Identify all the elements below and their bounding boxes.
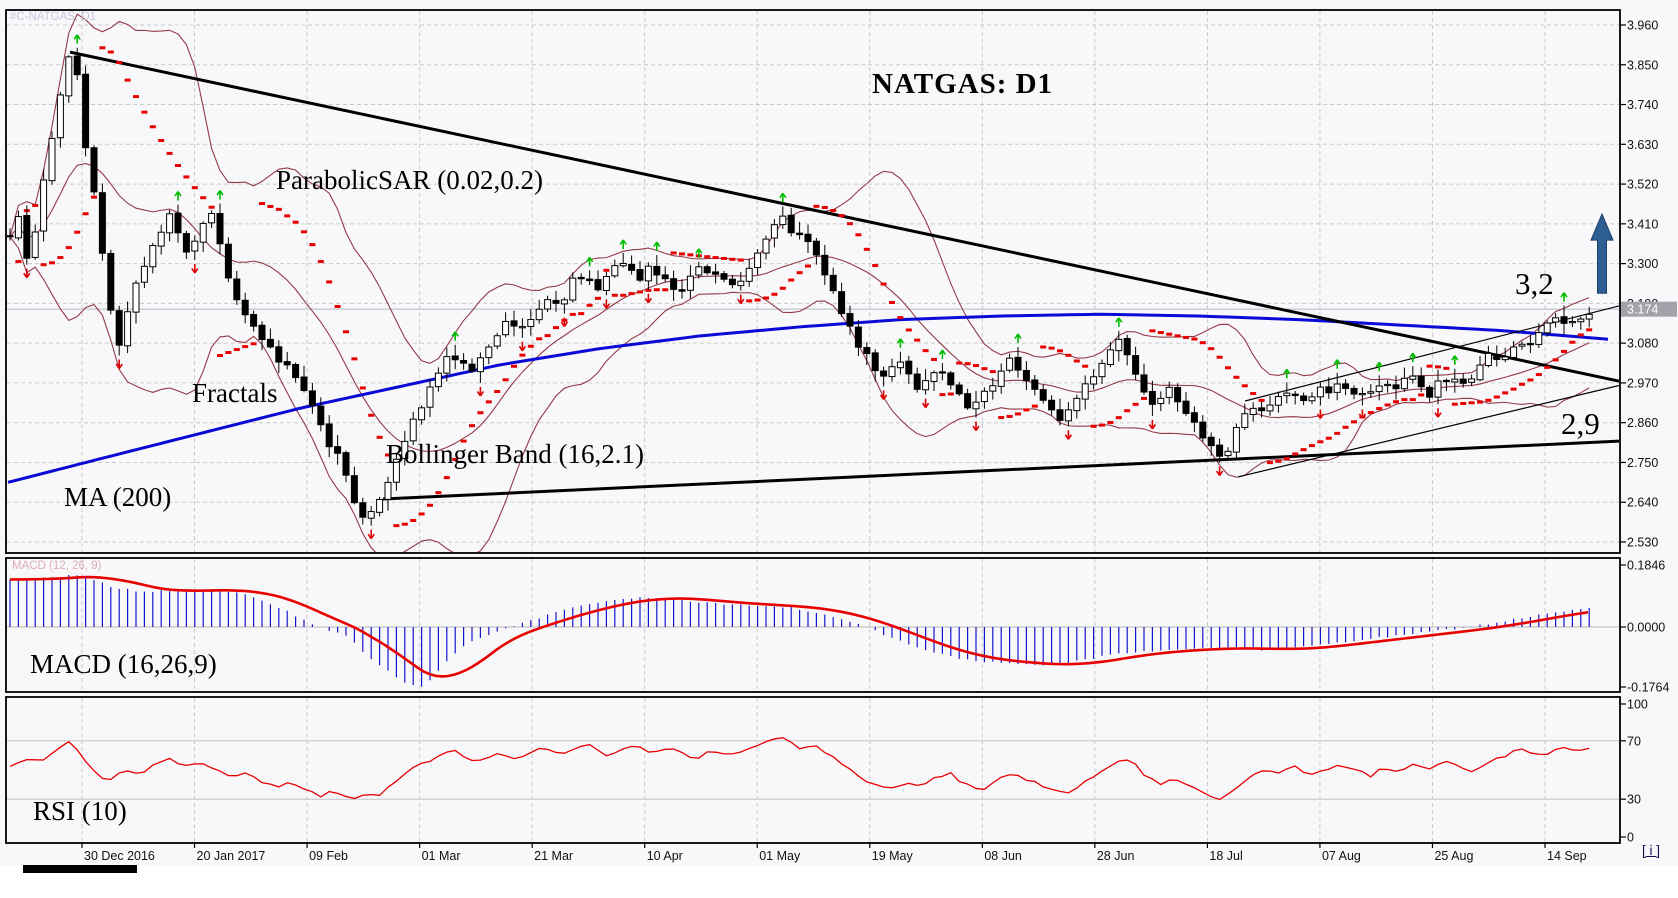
date-axis: 30 Dec 2016 20 Jan 2017 09 Feb 01 Mar 21 Mar…	[81, 843, 1587, 863]
price-tick-label: 2.860	[1627, 416, 1658, 430]
price-tick-label: 2.530	[1627, 535, 1658, 549]
price-tick-label: 2.640	[1627, 496, 1658, 510]
chart-background	[0, 0, 1678, 865]
indicator-axes: 0.1846 0.0000 -0.1764 100 70 30 0	[1627, 559, 1669, 845]
panel-frames	[5, 9, 1621, 844]
rsi-line	[9, 737, 1590, 801]
price-tick-label: 3.410	[1627, 217, 1658, 231]
bollinger-bands	[9, 13, 1590, 552]
rsi-axis-label: 0	[1627, 831, 1634, 845]
current-price-tag: 3.174	[1627, 303, 1658, 317]
chart-title: NATGAS: D1	[872, 68, 1054, 100]
macd-axis-label: 0.1846	[1627, 559, 1665, 573]
date-tick-label: 01 May	[759, 849, 801, 863]
date-tick-label: 30 Dec 2016	[84, 849, 155, 863]
date-tick-label: 01 Mar	[422, 849, 461, 863]
macd-axis-label: -0.1764	[1627, 681, 1669, 695]
macd-histogram	[9, 574, 1590, 687]
price-tick-label: 3.300	[1627, 257, 1658, 271]
ma200-label: MA (200)	[64, 482, 172, 512]
bollinger-band-label: Bollinger Band (16,2.1)	[386, 439, 644, 469]
price-tick-label: 3.080	[1627, 337, 1658, 351]
date-tick-label: 14 Sep	[1547, 849, 1587, 863]
rsi-axis-label: 70	[1627, 734, 1641, 748]
date-tick-label: 25 Aug	[1434, 849, 1473, 863]
date-tick-label: 19 May	[872, 849, 914, 863]
candles	[7, 47, 1593, 526]
macd-axis-label: 0.0000	[1627, 621, 1665, 635]
date-tick-label: 18 Jul	[1209, 849, 1242, 863]
instrument-info-link[interactable]: [ i ]	[1642, 843, 1661, 858]
fractals-label: Fractals	[192, 378, 278, 408]
price-tick-label: 2.970	[1627, 376, 1658, 390]
price-tick-label: 3.850	[1627, 58, 1658, 72]
date-tick-label: 08 Jun	[984, 849, 1022, 863]
price-tick-label: 3.520	[1627, 178, 1658, 192]
date-tick-label: 10 Apr	[647, 849, 683, 863]
trend-up-arrow	[1590, 212, 1614, 294]
rsi-panel	[7, 740, 1619, 800]
macd-signal-line	[9, 575, 1589, 678]
parabolic-sar-label: ParabolicSAR (0.02,0.2)	[276, 165, 543, 195]
price-tick-label: 3.740	[1627, 98, 1658, 112]
date-tick-label: 09 Feb	[309, 849, 348, 863]
date-tick-label: 07 Aug	[1322, 849, 1361, 863]
macd-watermark: MACD (12, 26, 9)	[12, 560, 102, 572]
price-tick-label: 3.630	[1627, 138, 1658, 152]
rsi-axis-label: 30	[1627, 793, 1641, 807]
level-label-2-9: 2,9	[1561, 406, 1600, 441]
rsi-axis-label: 100	[1627, 698, 1648, 712]
fractal-arrows	[23, 34, 1568, 540]
price-tick-label: 2.750	[1627, 456, 1658, 470]
footer-black-bar	[23, 865, 137, 873]
level-label-3-2: 3,2	[1515, 266, 1554, 301]
rsi-label: RSI (10)	[33, 796, 127, 826]
price-axis: 3.9603.8503.7403.6303.5203.4103.3003.190…	[1620, 19, 1677, 838]
date-tick-label: 20 Jan 2017	[197, 849, 266, 863]
symbol-watermark: #C-NATGAS, D1	[10, 11, 97, 23]
macd-label: MACD (16,26,9)	[30, 649, 217, 679]
price-tick-label: 3.960	[1627, 19, 1658, 33]
date-tick-label: 28 Jun	[1097, 849, 1135, 863]
date-tick-label: 21 Mar	[534, 849, 573, 863]
